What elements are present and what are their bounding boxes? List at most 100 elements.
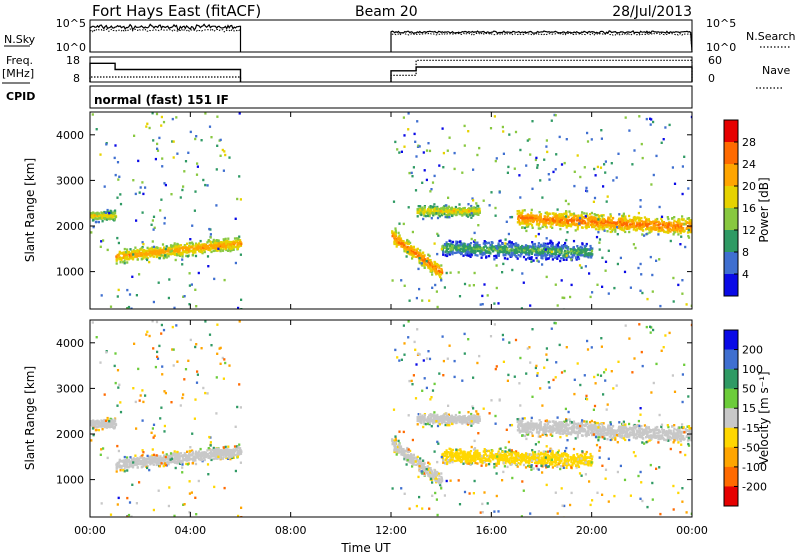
data-cell <box>199 239 202 243</box>
data-cell <box>156 460 159 463</box>
data-cell <box>126 258 129 261</box>
data-cell <box>428 299 431 302</box>
data-cell <box>108 212 111 215</box>
data-cell <box>137 462 140 466</box>
data-cell <box>109 209 112 213</box>
data-cell <box>480 247 483 250</box>
data-cell <box>507 165 510 169</box>
data-cell <box>472 284 475 287</box>
data-cell <box>168 278 171 281</box>
data-cell <box>508 251 511 255</box>
data-cell <box>181 255 184 258</box>
y-tick-label: 2000 <box>56 220 84 233</box>
data-cell <box>420 262 423 265</box>
data-cell <box>687 234 690 238</box>
data-cell <box>140 248 143 251</box>
data-cell <box>105 143 108 146</box>
data-cell <box>181 263 184 266</box>
data-cell <box>540 248 543 251</box>
data-cell <box>405 456 408 459</box>
data-cell <box>681 215 684 218</box>
data-cell <box>609 230 612 234</box>
data-cell <box>494 254 497 258</box>
data-cell <box>580 249 583 252</box>
data-cell <box>581 242 584 245</box>
data-cell <box>187 250 190 253</box>
data-cell <box>509 216 512 219</box>
data-cell <box>658 258 661 261</box>
data-cell <box>236 237 239 240</box>
data-cell <box>545 139 548 142</box>
data-cell <box>414 252 417 255</box>
data-cell <box>156 149 160 152</box>
data-cell <box>194 137 197 141</box>
data-cell <box>132 253 135 256</box>
data-cell <box>156 142 159 146</box>
data-cell <box>190 283 193 286</box>
data-cell <box>458 295 462 298</box>
data-cell <box>425 471 428 474</box>
data-cell <box>438 208 441 211</box>
data-cell <box>672 226 675 229</box>
data-cell <box>145 253 148 256</box>
data-cell <box>547 218 550 221</box>
data-cell <box>439 481 443 484</box>
data-cell <box>587 225 590 228</box>
data-cell <box>394 437 397 440</box>
data-cell <box>481 253 484 257</box>
data-cell <box>391 442 394 446</box>
data-cell <box>684 219 687 223</box>
data-cell <box>564 222 567 225</box>
data-cell <box>441 212 444 216</box>
data-cell <box>212 454 215 457</box>
data-cell <box>172 246 175 249</box>
data-cell <box>523 226 526 230</box>
data-cell <box>590 220 593 223</box>
data-cell <box>555 223 558 226</box>
data-cell <box>90 231 93 234</box>
data-cell <box>687 236 691 239</box>
data-cell <box>188 245 191 249</box>
data-cell <box>648 228 651 231</box>
data-cell <box>498 244 501 247</box>
data-cell <box>165 457 168 460</box>
data-cell <box>126 248 129 251</box>
data-cell <box>560 163 564 166</box>
data-cell <box>574 223 577 226</box>
data-cell <box>450 245 453 248</box>
data-cell <box>599 223 603 226</box>
data-cell <box>409 459 412 462</box>
data-cell <box>521 250 524 253</box>
data-cell <box>142 457 145 460</box>
data-cell <box>434 470 437 474</box>
data-cell <box>115 466 119 469</box>
data-cell <box>460 252 463 255</box>
data-cell <box>616 262 619 266</box>
data-cell <box>641 225 644 228</box>
data-cell <box>109 215 112 218</box>
data-cell <box>590 138 593 141</box>
data-cell <box>513 243 516 246</box>
data-cell <box>678 227 681 230</box>
data-cell <box>506 243 509 246</box>
data-cell <box>423 266 426 269</box>
data-cell <box>162 456 165 459</box>
data-cell <box>106 423 109 427</box>
data-cell <box>126 307 129 309</box>
data-cell <box>589 213 592 216</box>
data-cell <box>158 249 161 252</box>
data-cell <box>481 251 485 254</box>
data-cell <box>577 247 580 250</box>
data-cell <box>194 459 197 462</box>
data-cell <box>194 190 197 193</box>
data-cell <box>581 226 584 229</box>
data-cell <box>517 215 520 218</box>
data-cell <box>469 247 472 250</box>
data-cell <box>429 211 432 215</box>
data-cell <box>142 243 145 246</box>
data-cell <box>186 450 189 453</box>
data-cell <box>398 237 401 240</box>
data-cell <box>445 206 448 210</box>
data-cell <box>416 455 419 459</box>
data-cell <box>473 212 476 215</box>
